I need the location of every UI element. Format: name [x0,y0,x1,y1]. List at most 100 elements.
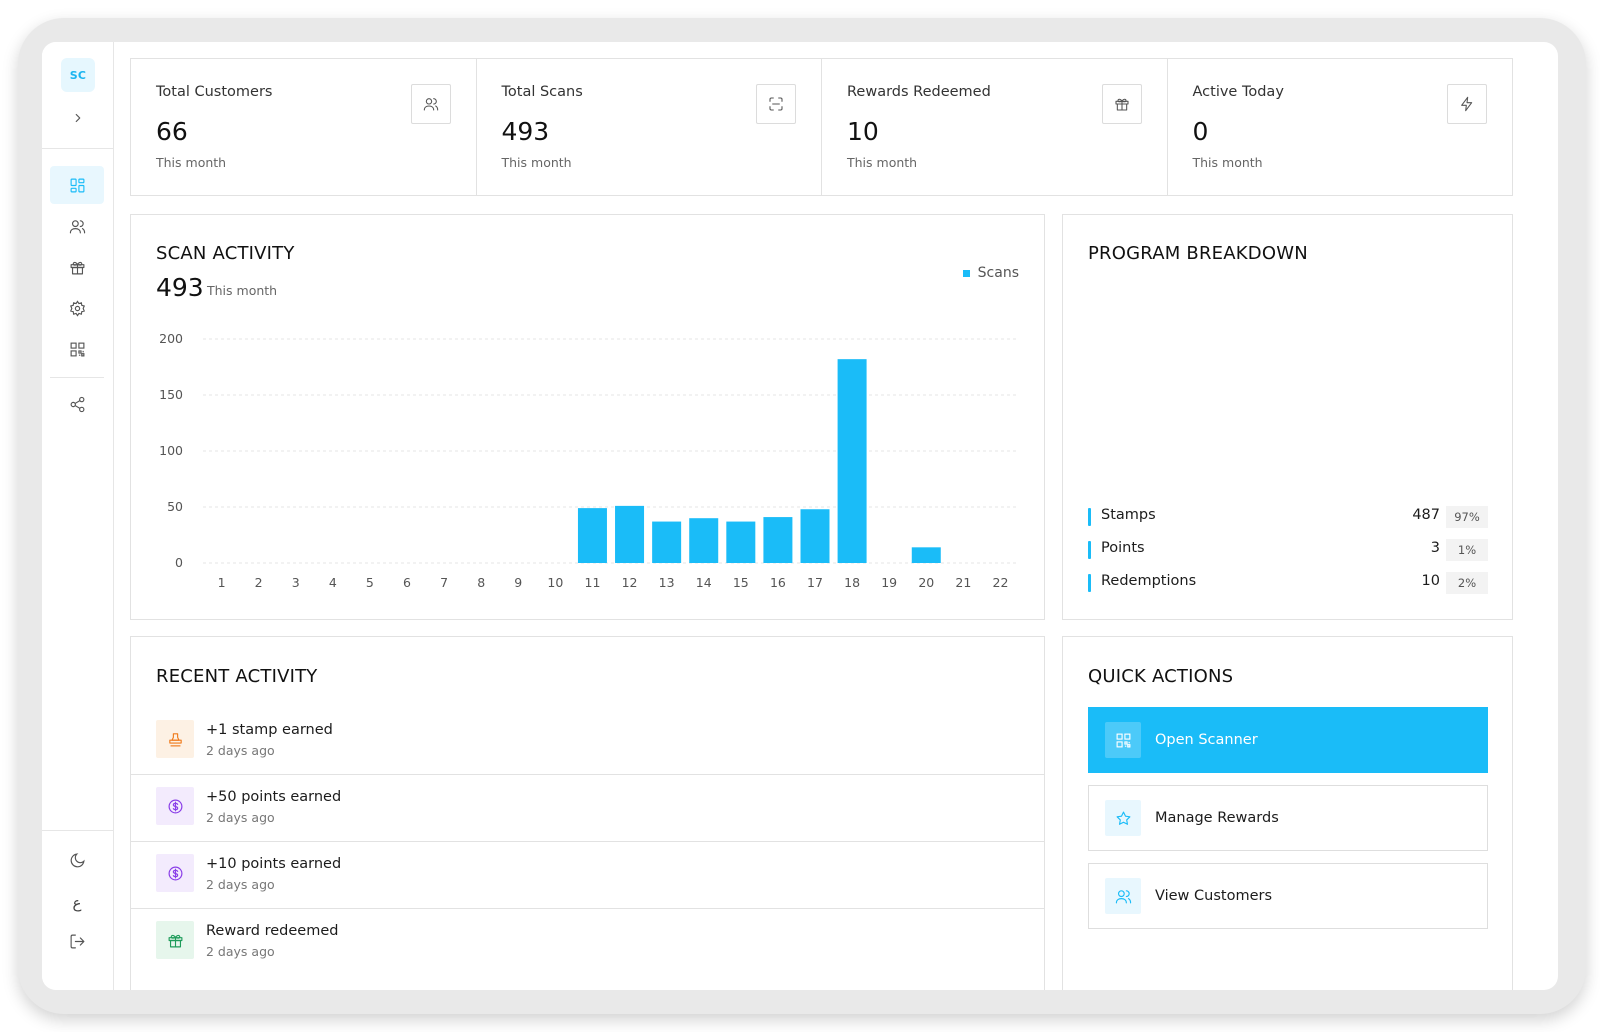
y-tick-label: 0 [175,555,183,570]
chart-bar[interactable] [911,547,941,563]
stat-sub: This month [501,155,572,170]
x-tick-label: 4 [329,575,337,590]
qa-label: Manage Rewards [1155,810,1279,826]
qa-icon-box [1105,878,1141,914]
dashboard-icon [70,178,84,192]
qa-label: View Customers [1155,888,1273,904]
activity-title: +10 points earned [206,856,342,872]
chart-bar[interactable] [652,521,682,563]
breakdown-name: Redemptions [1101,573,1197,589]
sidebar-item-dashboard[interactable] [50,166,104,204]
breakdown-value: 10 [1421,573,1440,589]
gear-icon [69,299,85,317]
activity-icon-box [156,921,194,959]
stat-label: Total Customers [156,84,273,100]
card-title: PROGRAM BREAKDOWN [1088,243,1308,264]
activity-item[interactable]: +50 points earned 2 days ago [131,775,1044,842]
dollar-icon [168,799,182,813]
chart-legend[interactable]: Scans [962,265,1019,281]
stat-value: 0 [1192,117,1209,146]
x-tick-label: 19 [881,575,897,590]
activity-title: +50 points earned [206,789,342,805]
x-tick-label: 3 [292,575,300,590]
program-breakdown-card: PROGRAM BREAKDOWN Stamps 487 97% Points … [1062,214,1513,620]
breakdown-row-stamps: Stamps 487 97% [1088,506,1488,528]
expand-sidebar-button[interactable] [66,106,90,130]
x-tick-label: 22 [993,575,1009,590]
x-tick-label: 15 [733,575,749,590]
chart-bar[interactable] [689,518,719,563]
chart-bar[interactable] [800,509,830,563]
users-icon [69,219,85,233]
activity-icon-box [156,720,194,758]
logout-button[interactable] [50,922,104,960]
language-icon: ع [72,894,82,912]
gift-icon [168,934,182,947]
open-scanner-button[interactable]: Open Scanner [1088,707,1488,773]
share-icon [70,396,84,412]
x-tick-label: 20 [918,575,934,590]
stat-value: 493 [501,117,550,146]
chart-bar[interactable] [763,517,793,563]
sidebar-item-customers[interactable] [50,207,104,245]
x-tick-label: 13 [659,575,675,590]
x-tick-label: 16 [770,575,786,590]
chart-bar[interactable] [837,359,867,563]
sidebar-item-qr-codes[interactable] [50,330,104,368]
x-tick-label: 6 [403,575,411,590]
stat-icon-box [1101,84,1142,124]
x-tick-label: 11 [585,575,601,590]
legend-label: Scans [977,265,1019,281]
theme-toggle-button[interactable] [50,841,104,879]
x-tick-label: 1 [218,575,226,590]
language-button[interactable]: ع [50,884,104,922]
sidebar-item-rewards[interactable] [50,248,104,286]
stat-rewards-redeemed: Rewards Redeemed 10 This month [822,59,1168,195]
x-tick-label: 21 [955,575,971,590]
activity-item[interactable]: Reward redeemed 2 days ago [131,909,1044,976]
stat-icon-box [1447,84,1487,124]
breakdown-percent: 2% [1446,572,1488,594]
sidebar-item-share[interactable] [50,385,104,423]
app-screen: SC ع [42,42,1558,990]
app-logo: SC [61,58,95,92]
card-title: QUICK ACTIONS [1088,666,1234,687]
sidebar: SC ع [42,42,114,990]
breakdown-row-points: Points 3 1% [1088,539,1488,561]
chart-bar[interactable] [577,508,607,563]
stat-icon-box [410,84,451,124]
y-tick-label: 50 [167,499,183,514]
dollar-icon [168,866,182,880]
users-icon [1115,889,1131,903]
x-tick-label: 7 [440,575,448,590]
breakdown-value: 487 [1412,507,1440,523]
stat-label: Rewards Redeemed [847,84,991,100]
view-customers-button[interactable]: View Customers [1088,863,1488,929]
y-tick-label: 100 [159,443,183,458]
legend-swatch [962,269,970,277]
manage-rewards-button[interactable]: Manage Rewards [1088,785,1488,851]
activity-time: 2 days ago [206,944,275,959]
breakdown-percent: 97% [1446,506,1488,528]
activity-icon-box [156,854,194,892]
x-tick-label: 2 [255,575,263,590]
bolt-icon [1461,96,1473,112]
sidebar-divider [50,377,104,378]
chart-bar[interactable] [615,505,645,563]
scan-total: 493 [156,273,204,302]
stats-row: Total Customers 66 This month Total Scan… [130,58,1513,196]
main-content: Total Customers 66 This month Total Scan… [114,42,1558,990]
sidebar-item-settings[interactable] [50,289,104,327]
activity-item[interactable]: +10 points earned 2 days ago [131,842,1044,909]
activity-time: 2 days ago [206,877,275,892]
activity-item[interactable]: +1 stamp earned 2 days ago [131,708,1044,775]
logout-icon [70,934,84,948]
qa-label: Open Scanner [1155,732,1258,748]
chart-bar[interactable] [726,521,756,563]
breakdown-name: Points [1101,540,1145,556]
scan-activity-card: SCAN ACTIVITY 493 This month Scans 0 50 10… [130,214,1045,620]
breakdown-name: Stamps [1101,507,1156,523]
stat-total-scans: Total Scans 493 This month [477,59,822,195]
sidebar-divider [42,830,114,831]
